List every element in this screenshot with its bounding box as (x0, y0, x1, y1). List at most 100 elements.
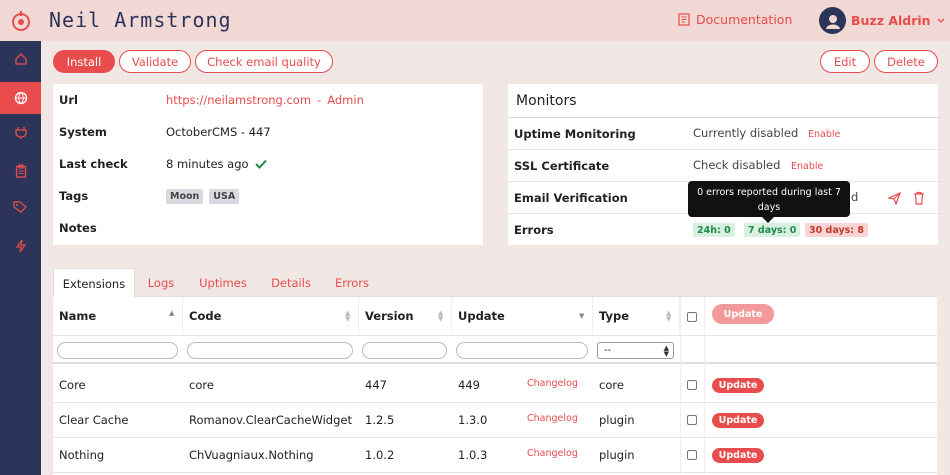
validate-button[interactable]: Validate (119, 50, 191, 73)
row-update-button[interactable]: Update (712, 448, 764, 463)
last-check-value: 8 minutes ago (166, 157, 249, 171)
tab-errors[interactable]: Errors (334, 275, 370, 290)
book-icon (678, 13, 690, 26)
column-header-name[interactable]: Name ▲ (53, 297, 183, 335)
site-url-link[interactable]: https://neilamstrong.com (166, 93, 312, 107)
url-separator: - (317, 93, 322, 107)
user-menu[interactable]: Buzz Aldrin (819, 7, 946, 34)
notes-row: Notes (53, 212, 483, 244)
row-update: 449 (458, 378, 480, 392)
changelog-link[interactable]: Changelog (527, 413, 578, 424)
tab-extensions[interactable]: Extensions (53, 268, 135, 298)
notes-label: Notes (59, 221, 97, 235)
globe-icon[interactable] (0, 82, 41, 114)
row-checkbox[interactable] (687, 380, 697, 390)
check-email-quality-button[interactable]: Check email quality (195, 50, 333, 73)
filter-update-input[interactable] (456, 342, 588, 359)
system-label: System (59, 125, 107, 139)
column-header-code[interactable]: Code ▲ ▼ (183, 297, 359, 335)
row-name: Core (59, 378, 86, 392)
table-row: Core core 447 449 Changelog core Update (53, 368, 937, 403)
url-label: Url (59, 93, 78, 107)
column-header-update[interactable]: Update ▼ (452, 297, 593, 335)
errors-7d-badge[interactable]: 7 days: 0 (744, 223, 801, 237)
url-row: Url https://neilamstrong.com - Admin (53, 84, 483, 116)
row-name: Clear Cache (59, 413, 129, 427)
admin-link[interactable]: Admin (327, 93, 364, 107)
avatar (819, 7, 846, 34)
row-type: core (599, 378, 624, 392)
monitors-card: Monitors Uptime Monitoring Currently dis… (508, 84, 942, 245)
documentation-link[interactable]: Documentation (678, 12, 792, 27)
uptime-row: Uptime Monitoring Currently disabled Ena… (508, 117, 942, 149)
row-code: core (189, 378, 214, 392)
sort-icon: ▲ ▼ (666, 309, 672, 323)
system-value: OctoberCMS - 447 (166, 125, 271, 139)
ssl-row: SSL Certificate Check disabled Enable (508, 149, 942, 181)
monitors-title: Monitors (516, 93, 577, 109)
trash-icon[interactable] (913, 191, 925, 205)
tab-uptimes[interactable]: Uptimes (199, 275, 247, 290)
documentation-label: Documentation (696, 12, 793, 27)
tag-usa[interactable]: USA (209, 188, 240, 204)
install-button[interactable]: Install (53, 50, 115, 73)
email-verification-label: Email Verification (514, 191, 628, 205)
filter-version-input[interactable] (362, 342, 447, 359)
tags-label: Tags (59, 189, 89, 203)
row-name: Nothing (59, 448, 105, 462)
row-update-button[interactable]: Update (712, 413, 764, 428)
select-all-checkbox[interactable] (687, 312, 697, 322)
sort-asc-icon: ▲ (169, 309, 175, 317)
filter-code-input[interactable] (187, 342, 353, 359)
select-arrows-icon: ▲ ▼ (663, 343, 669, 358)
column-header-version[interactable]: Version ▲ ▼ (359, 297, 452, 335)
sort-icon: ▲ ▼ (438, 309, 444, 323)
errors-24h-badge[interactable]: 24h: 0 (693, 223, 735, 237)
row-update: 1.0.3 (458, 448, 488, 462)
check-icon (254, 159, 267, 169)
last-check-row: Last check 8 minutes ago (53, 148, 483, 180)
errors-tooltip: 0 errors reported during last 7 days (688, 181, 850, 223)
tab-details[interactable]: Details (271, 275, 311, 290)
row-checkbox[interactable] (687, 415, 697, 425)
app-logo-icon[interactable] (0, 0, 41, 41)
bolt-icon[interactable] (0, 230, 41, 262)
ssl-enable-link[interactable]: Enable (791, 161, 824, 172)
changelog-link[interactable]: Changelog (527, 378, 578, 389)
table-row: Nothing ChVuagniaux.Nothing 1.0.2 1.0.3 … (53, 438, 937, 473)
column-header-name-label: Name (59, 309, 97, 323)
row-checkbox[interactable] (687, 450, 697, 460)
row-update-button[interactable]: Update (712, 378, 764, 393)
update-selected-button[interactable]: Update (712, 304, 774, 324)
tag-moon[interactable]: Moon (166, 188, 204, 204)
clipboard-icon[interactable] (0, 155, 41, 187)
uptime-value: Currently disabled (693, 126, 799, 140)
tags-icon[interactable] (0, 191, 41, 223)
errors-30d-badge[interactable]: 30 days: 8 (805, 223, 869, 237)
column-header-type-label: Type (599, 309, 630, 323)
row-version: 1.0.2 (365, 448, 395, 462)
site-info-card: Url https://neilamstrong.com - Admin Sys… (53, 84, 483, 245)
changelog-link[interactable]: Changelog (527, 448, 578, 459)
tooltip-line-2: days (757, 202, 781, 213)
uptime-enable-link[interactable]: Enable (808, 129, 841, 140)
delete-button[interactable]: Delete (874, 50, 938, 73)
sort-icon: ▲ ▼ (345, 309, 351, 323)
filter-type-select[interactable]: -- ▲ ▼ (597, 342, 674, 359)
top-header: Neil Armstrong Documentation Buzz Aldrin (41, 0, 950, 41)
last-check-label: Last check (59, 157, 128, 171)
edit-button[interactable]: Edit (820, 50, 870, 73)
row-update: 1.3.0 (458, 413, 488, 427)
column-header-version-label: Version (365, 309, 414, 323)
home-icon[interactable] (0, 43, 41, 75)
row-version: 1.2.5 (365, 413, 395, 427)
send-icon[interactable] (888, 192, 901, 205)
user-name: Buzz Aldrin (851, 13, 931, 28)
column-header-type[interactable]: Type ▲ ▼ (593, 297, 680, 335)
filter-name-input[interactable] (57, 342, 178, 359)
url-value-group: https://neilamstrong.com - Admin (166, 93, 364, 107)
tab-logs[interactable]: Logs (147, 275, 175, 290)
tags-list: Moon USA (166, 188, 240, 204)
uptime-label: Uptime Monitoring (514, 127, 636, 141)
plug-icon[interactable] (0, 117, 41, 149)
